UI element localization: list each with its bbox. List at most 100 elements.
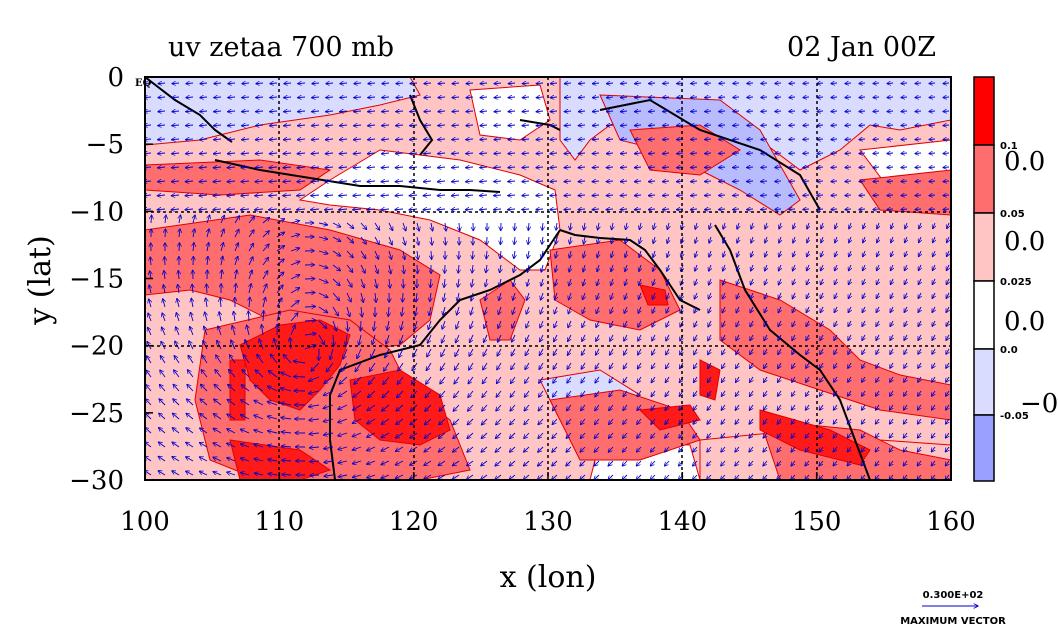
wind-vector — [172, 153, 180, 154]
wind-vector — [396, 418, 404, 425]
wind-vector — [147, 356, 152, 364]
wind-vector — [346, 222, 354, 229]
wind-vector — [536, 195, 544, 196]
wind-vector — [719, 97, 726, 98]
wind-vector — [318, 278, 328, 283]
wind-vector — [465, 209, 474, 210]
wind-vector — [887, 125, 894, 126]
wind-vector — [495, 432, 502, 439]
wind-vector — [381, 474, 390, 478]
wind-vector — [235, 270, 237, 280]
wind-vector — [352, 418, 362, 423]
wind-vector — [789, 167, 796, 168]
wind-vector — [437, 195, 446, 196]
wind-vector — [423, 195, 432, 196]
wind-vector — [525, 376, 530, 383]
wind-vector — [901, 195, 908, 196]
wind-vector — [831, 181, 838, 182]
wind-vector — [484, 320, 487, 329]
colorbar: 0.1 0.05 0.025 0.0 -0.05 0.0 0.0 0.0 −0. — [973, 76, 1058, 482]
wind-vector — [859, 125, 866, 126]
wind-vector — [747, 139, 754, 140]
wind-vector — [486, 250, 487, 259]
wind-vector — [761, 153, 768, 154]
wind-vector — [431, 250, 432, 259]
wind-vector — [423, 167, 432, 168]
wind-vector — [339, 181, 348, 182]
wind-vector — [254, 385, 264, 392]
wind-vector — [164, 271, 165, 280]
wind-vector — [145, 195, 152, 196]
wind-vector — [469, 348, 474, 356]
wind-vector — [186, 457, 194, 462]
wind-vector — [845, 195, 852, 196]
wind-vector — [496, 390, 502, 397]
wind-vector — [691, 97, 698, 98]
wind-vector — [339, 167, 348, 168]
wind-vector — [255, 139, 264, 140]
wind-vector — [381, 460, 390, 465]
wind-vector — [241, 181, 250, 182]
wind-vector — [165, 257, 166, 266]
wind-vector — [205, 312, 207, 322]
wind-vector — [789, 111, 796, 112]
wind-vector — [213, 414, 222, 420]
wind-vector — [510, 390, 516, 397]
wind-vector — [454, 390, 460, 398]
wind-vector — [381, 181, 390, 182]
wind-vector — [859, 111, 866, 112]
wind-vector — [480, 195, 488, 196]
wind-vector — [443, 306, 445, 315]
wind-vector — [332, 264, 341, 271]
wind-vector — [207, 243, 209, 252]
wind-vector — [452, 153, 460, 154]
wind-vector — [354, 83, 362, 84]
wind-vector — [484, 334, 488, 342]
wind-vector — [248, 270, 252, 280]
wind-vector — [845, 97, 852, 98]
wind-vector — [185, 195, 194, 196]
wind-vector — [719, 209, 726, 210]
wind-vector — [268, 459, 278, 461]
wind-vector — [241, 473, 250, 476]
wind-vector — [409, 181, 418, 182]
colorbar-level-2: 0.025 — [1000, 277, 1032, 288]
coastlines — [145, 77, 871, 480]
wind-vector — [372, 334, 375, 345]
wind-vector — [428, 320, 431, 330]
wind-vector — [789, 139, 796, 140]
wind-vector — [929, 153, 936, 154]
wind-vector — [789, 181, 796, 182]
wind-vector — [929, 195, 936, 196]
wind-vector — [270, 97, 278, 98]
wind-vector — [508, 181, 516, 182]
wind-vector — [199, 195, 208, 196]
wind-vector — [206, 284, 207, 294]
wind-vector — [943, 209, 950, 210]
wind-vector — [409, 195, 418, 196]
wind-vector — [339, 153, 348, 154]
wind-vector — [267, 386, 278, 392]
wind-vector — [283, 355, 292, 364]
eq-label: EQ — [135, 78, 152, 89]
wind-vector — [371, 348, 376, 358]
wind-vector — [395, 181, 404, 182]
wind-vector — [452, 460, 460, 466]
wind-vector — [943, 111, 950, 112]
wind-vector — [149, 299, 151, 308]
wind-vector — [417, 250, 418, 260]
wind-vector — [174, 356, 180, 364]
wind-vector — [375, 278, 377, 288]
wind-vector — [803, 111, 810, 112]
y-tick-label: −20 — [69, 332, 124, 362]
wind-vector — [304, 334, 316, 336]
wind-vector — [297, 195, 306, 196]
wind-vector — [887, 181, 894, 182]
wind-vector — [310, 475, 320, 476]
wind-vector — [494, 167, 502, 168]
wind-vector — [256, 111, 264, 112]
wind-vector — [214, 83, 222, 84]
wind-vector — [803, 139, 810, 140]
wind-vector — [831, 139, 838, 140]
wind-vector — [845, 167, 852, 168]
